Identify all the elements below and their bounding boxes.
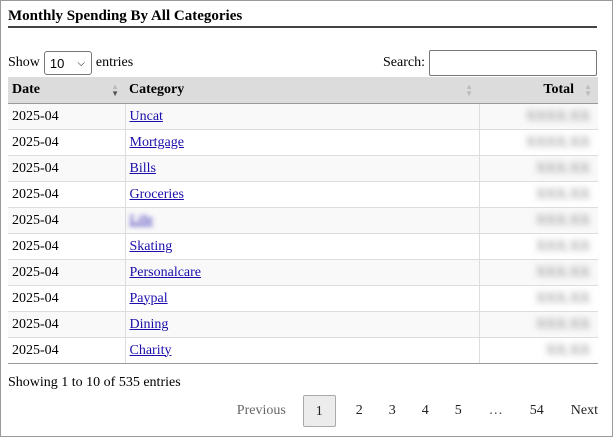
category-link[interactable]: Groceries: [129, 186, 184, 202]
table-row: 2025-04 Groceries XXX.XX: [8, 181, 598, 208]
search-label: Search:: [383, 55, 425, 70]
total-cell: XXX.XX: [479, 311, 598, 338]
page-button-5[interactable]: 5: [454, 403, 462, 418]
table-row: 2025-04 Dining XXX.XX: [8, 311, 598, 338]
page-button-3[interactable]: 3: [388, 403, 396, 418]
category-cell: Charity: [125, 337, 480, 364]
total-cell: XXX.XX: [479, 207, 598, 234]
total-amount: XX.XX: [546, 342, 590, 358]
sort-icon: ▲ ▼: [584, 82, 592, 98]
column-header-date-label: Date: [12, 82, 40, 97]
search-input[interactable]: [429, 50, 597, 76]
total-cell: XXXX.XX: [479, 103, 598, 130]
table-row: 2025-04 Life XXX.XX: [8, 207, 598, 234]
category-link[interactable]: Personalcare: [129, 264, 202, 280]
date-cell: 2025-04: [8, 337, 126, 364]
category-link[interactable]: Uncat: [129, 108, 163, 124]
category-cell: Mortgage: [125, 129, 480, 156]
entries-select[interactable]: 10 ⌵: [43, 51, 92, 75]
category-link[interactable]: Skating: [129, 238, 173, 254]
total-cell: XX.XX: [479, 337, 598, 364]
category-cell: Paypal: [125, 285, 480, 312]
show-label: Show: [8, 55, 40, 70]
category-link[interactable]: Mortgage: [129, 134, 184, 150]
column-header-total[interactable]: Total ▲ ▼: [479, 77, 598, 104]
total-amount: XXX.XX: [535, 290, 590, 306]
category-link[interactable]: Paypal: [129, 290, 168, 306]
column-header-category[interactable]: Category ▲ ▼: [125, 77, 479, 104]
page-length-control: Show 10 ⌵ entries: [8, 51, 133, 75]
column-header-category-label: Category: [129, 82, 185, 97]
date-cell: 2025-04: [8, 103, 126, 130]
category-cell: Uncat: [125, 103, 480, 130]
column-header-total-label: Total: [543, 82, 574, 97]
page-button-2[interactable]: 2: [355, 403, 363, 418]
total-cell: XXX.XX: [479, 181, 598, 208]
category-link[interactable]: Life: [129, 212, 153, 228]
next-page-button[interactable]: Next: [570, 403, 598, 418]
category-cell: Personalcare: [125, 259, 480, 286]
column-header-date[interactable]: Date ▲ ▼: [8, 77, 125, 104]
category-link[interactable]: Dining: [129, 316, 169, 332]
table-row: 2025-04 Mortgage XXXX.XX: [8, 129, 598, 156]
category-cell: Bills: [125, 155, 480, 182]
date-cell: 2025-04: [8, 155, 126, 182]
category-link[interactable]: Bills: [129, 160, 156, 176]
page-title: Monthly Spending By All Categories: [8, 8, 597, 28]
table-row: 2025-04 Paypal XXX.XX: [8, 285, 598, 312]
sort-icon: ▲ ▼: [465, 82, 473, 98]
date-cell: 2025-04: [8, 181, 126, 208]
pagination: Previous 1 2 3 4 5 … 54 Next: [237, 395, 598, 427]
total-amount: XXXX.XX: [525, 108, 590, 124]
total-cell: XXXX.XX: [479, 129, 598, 156]
table-info: Showing 1 to 10 of 535 entries: [8, 375, 181, 390]
category-cell: Skating: [125, 233, 480, 260]
table-row: 2025-04 Bills XXX.XX: [8, 155, 598, 182]
search-control: Search:: [383, 50, 597, 76]
table-header-row: Date ▲ ▼ Category ▲ ▼ Total ▲ ▼: [8, 77, 598, 104]
date-cell: 2025-04: [8, 311, 126, 338]
category-cell: Life: [125, 207, 480, 234]
table-row: 2025-04 Uncat XXXX.XX: [8, 103, 598, 130]
total-amount: XXX.XX: [535, 186, 590, 202]
page-button-1[interactable]: 1: [302, 395, 336, 427]
date-cell: 2025-04: [8, 129, 126, 156]
total-amount: XXX.XX: [535, 238, 590, 254]
category-cell: Dining: [125, 311, 480, 338]
total-cell: XXX.XX: [479, 259, 598, 286]
total-amount: XXX.XX: [535, 212, 590, 228]
date-cell: 2025-04: [8, 233, 126, 260]
total-cell: XXX.XX: [479, 155, 598, 182]
total-amount: XXXX.XX: [525, 134, 590, 150]
table-row: 2025-04 Personalcare XXX.XX: [8, 259, 598, 286]
table-row: 2025-04 Charity XX.XX: [8, 337, 598, 364]
date-cell: 2025-04: [8, 207, 126, 234]
page-button-4[interactable]: 4: [421, 403, 429, 418]
spending-table: Date ▲ ▼ Category ▲ ▼ Total ▲ ▼ 2025-04 Unc…: [8, 77, 598, 364]
total-amount: XXX.XX: [535, 316, 590, 332]
entries-select-value: 10: [49, 55, 65, 71]
table-row: 2025-04 Skating XXX.XX: [8, 233, 598, 260]
category-link[interactable]: Charity: [129, 342, 172, 358]
total-amount: XXX.XX: [535, 264, 590, 280]
total-cell: XXX.XX: [479, 233, 598, 260]
date-cell: 2025-04: [8, 259, 126, 286]
chevron-down-icon: ⌵: [77, 57, 85, 69]
pagination-ellipsis: …: [488, 403, 503, 418]
date-cell: 2025-04: [8, 285, 126, 312]
previous-page-button[interactable]: Previous: [236, 403, 286, 418]
total-cell: XXX.XX: [479, 285, 598, 312]
total-amount: XXX.XX: [535, 160, 590, 176]
category-cell: Groceries: [125, 181, 480, 208]
page-button-54[interactable]: 54: [529, 403, 544, 418]
entries-label: entries: [95, 55, 134, 70]
sort-descending-icon: ▲ ▼: [111, 82, 119, 98]
